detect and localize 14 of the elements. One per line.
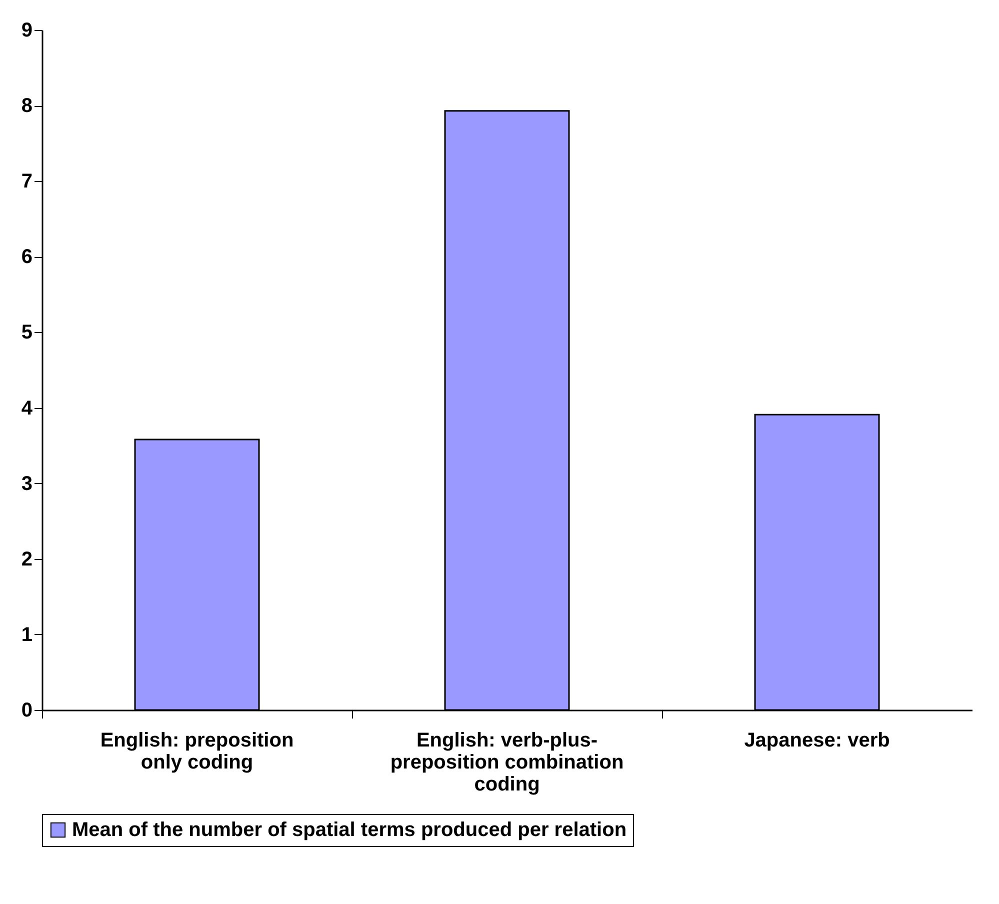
y-tick-label: 0 (21, 700, 32, 722)
y-tick-label: 6 (21, 246, 32, 268)
x-tick-label: Japanese: verb (744, 730, 890, 752)
y-tick-label: 9 (21, 20, 32, 42)
y-tick-label: 2 (21, 548, 32, 570)
y-tick-label: 1 (21, 624, 32, 646)
legend-label: Mean of the number of spatial terms produced per relation (72, 819, 627, 841)
y-tick-label: 5 (21, 322, 32, 344)
x-tick-label: English: preposition only coding (100, 730, 294, 774)
y-tick-label: 4 (21, 397, 34, 420)
y-tick-label: 3 (21, 472, 32, 495)
y-tick-label: 8 (21, 95, 32, 118)
x-tick-label: English: verb-plus-preposition combination coding (390, 730, 624, 796)
y-tick-label: 7 (21, 170, 32, 193)
